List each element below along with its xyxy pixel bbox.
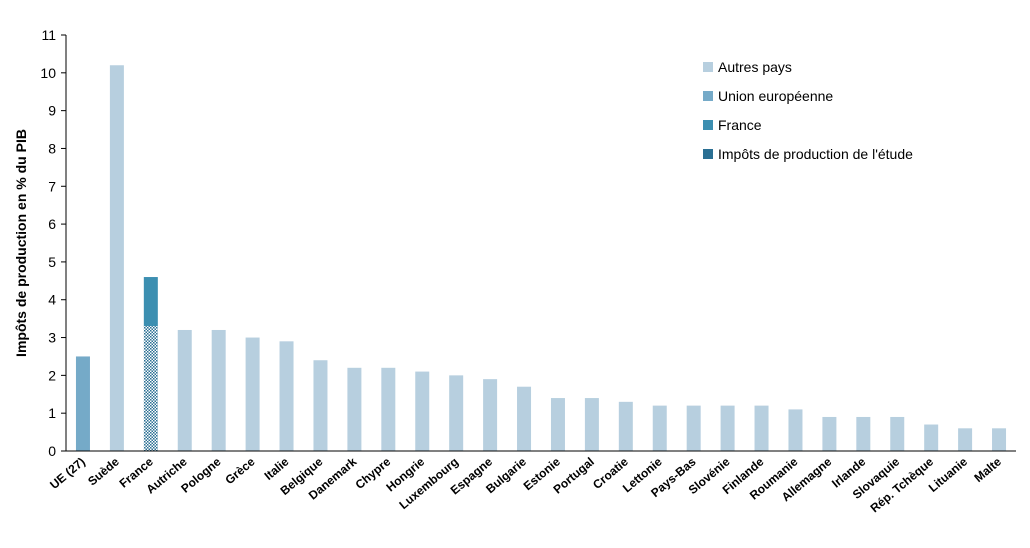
- legend-swatch: [703, 149, 713, 159]
- y-axis-title: Impôts de production en % du PIB: [13, 129, 29, 357]
- category-label: UE (27): [47, 455, 88, 492]
- y-tick-label: 4: [48, 292, 56, 308]
- bar: [483, 379, 498, 451]
- y-tick-label: 2: [48, 367, 56, 383]
- bar: [381, 367, 396, 451]
- bar: [890, 416, 905, 451]
- bar: [279, 341, 294, 451]
- bar: [856, 416, 871, 451]
- bar: [618, 401, 633, 451]
- bar: [313, 360, 328, 451]
- bar: [720, 405, 735, 451]
- bar: [75, 356, 90, 451]
- category-label: Lituanie: [926, 454, 970, 495]
- y-tick-label: 1: [48, 405, 56, 421]
- y-tick-label: 5: [48, 254, 56, 270]
- bar: [177, 329, 192, 451]
- y-tick-label: 3: [48, 330, 56, 346]
- y-tick-label: 9: [48, 103, 56, 119]
- category-label: Grèce: [222, 454, 257, 487]
- bar: [686, 405, 701, 451]
- bar: [211, 329, 226, 451]
- legend-swatch: [703, 120, 713, 130]
- bar: [584, 398, 599, 451]
- y-axis-ticks: 0 1 2 3 4 5 6 7 8 9 10 11: [40, 27, 66, 459]
- legend-label: Autres pays: [718, 59, 792, 75]
- bar-france-impots-etude: [143, 326, 158, 451]
- bar: [788, 409, 803, 451]
- bar: [958, 428, 973, 451]
- bar: [924, 424, 939, 451]
- bar: [992, 428, 1007, 451]
- legend-label: Impôts de production de l'étude: [718, 146, 913, 162]
- category-label: Suède: [85, 454, 122, 488]
- y-tick-label: 0: [48, 443, 56, 459]
- bar: [754, 405, 769, 451]
- y-tick-label: 7: [48, 178, 56, 194]
- bar: [449, 375, 464, 451]
- bar-france: [143, 277, 158, 327]
- bar: [550, 398, 565, 451]
- bar: [109, 65, 124, 451]
- bar: [245, 337, 260, 451]
- legend-label: France: [718, 117, 762, 133]
- legend-swatch: [703, 91, 713, 101]
- bars-group: [75, 65, 1007, 451]
- category-label: Malte: [971, 454, 1004, 485]
- y-tick-label: 10: [40, 65, 56, 81]
- y-tick-label: 8: [48, 140, 56, 156]
- bar: [652, 405, 667, 451]
- y-tick-label: 11: [41, 27, 56, 43]
- legend-swatch: [703, 62, 713, 72]
- bar: [415, 371, 430, 451]
- legend-label: Union européenne: [718, 88, 833, 104]
- bar: [822, 416, 837, 451]
- legend: Autres pays Union européenne France Impôts …: [703, 59, 913, 162]
- bar: [347, 367, 362, 451]
- y-tick-label: 6: [48, 216, 56, 232]
- bar: [517, 386, 532, 451]
